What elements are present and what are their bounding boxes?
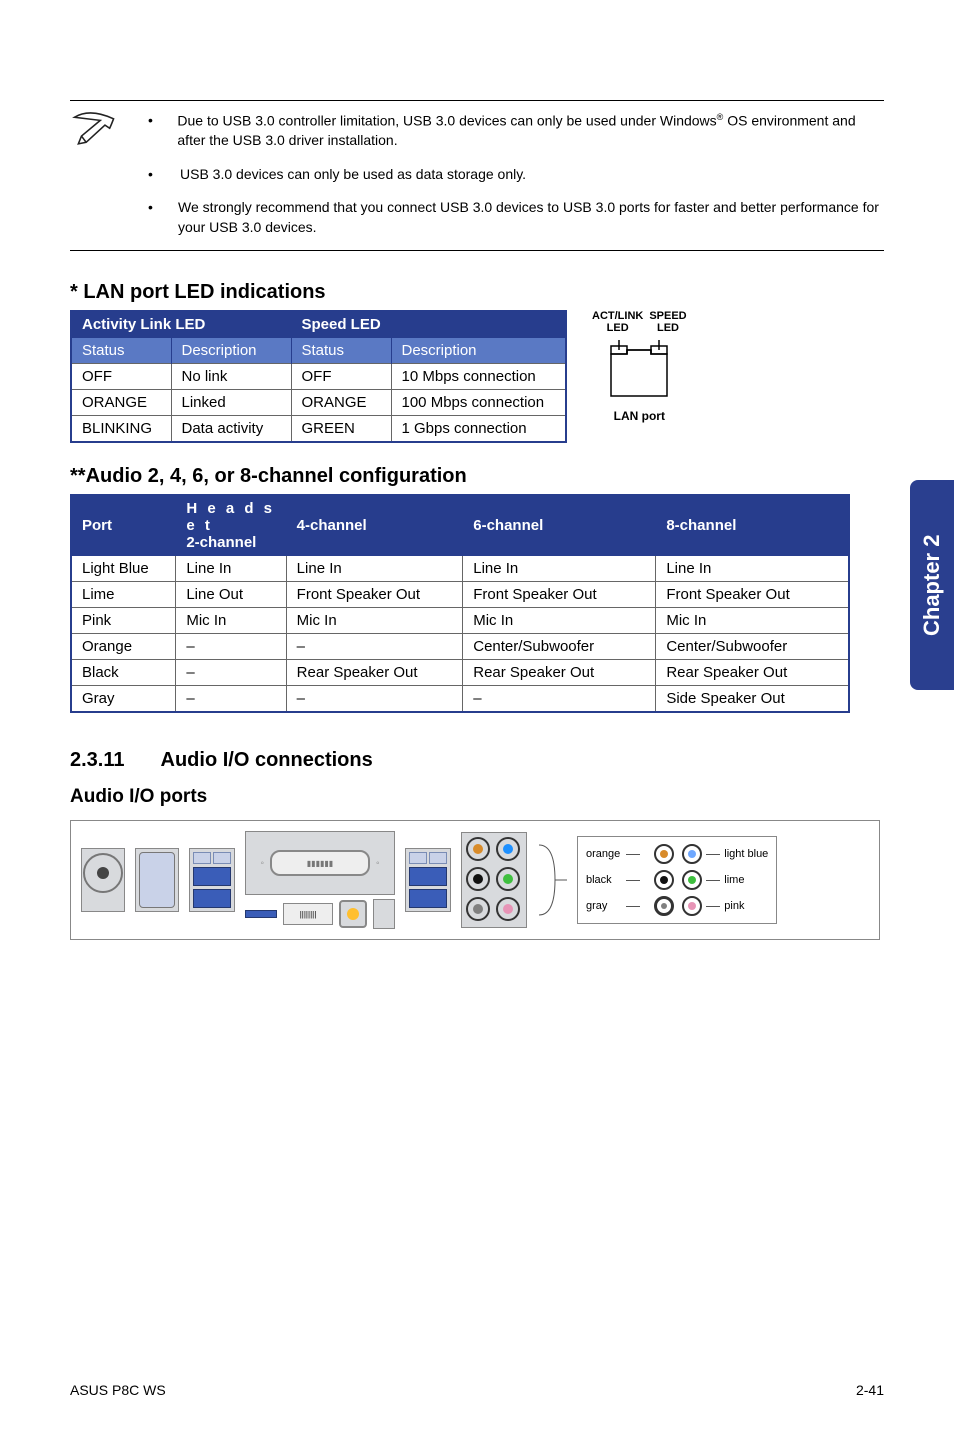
table-row: Orange––Center/SubwooferCenter/Subwoofer [71, 634, 849, 660]
lan-heading: * LAN port LED indications [70, 281, 884, 304]
io-panel-diagram: ◦▮▮▮▮▮▮◦ |||||||| orangelight blue black… [70, 820, 880, 940]
table-row: PinkMic InMic InMic InMic In [71, 608, 849, 634]
dvi-block-icon: ◦▮▮▮▮▮▮◦ |||||||| [245, 831, 395, 929]
col-6ch: 6-channel [463, 495, 656, 556]
col-4ch: 4-channel [286, 495, 463, 556]
col-desc: Description [391, 337, 566, 363]
audio-config-table: Port H e a d s e t2-channel 4-channel 6-… [70, 494, 850, 714]
port-block-icon [189, 848, 235, 912]
table-row: ORANGE Linked ORANGE 100 Mbps connection [71, 389, 566, 415]
note-list: •Due to USB 3.0 controller limitation, U… [148, 111, 884, 238]
col-status: Status [71, 337, 171, 363]
col-8ch: 8-channel [656, 495, 849, 556]
lan-port-diagram: ACT/LINKLED SPEEDLED LAN port [592, 310, 687, 423]
note-block: •Due to USB 3.0 controller limitation, U… [70, 100, 884, 251]
port-block-icon [405, 848, 451, 912]
callout-bracket-icon [537, 835, 567, 925]
note-text: Due to USB 3.0 controller limitation, US… [177, 111, 884, 151]
lan-head-speed: Speed LED [291, 311, 566, 338]
audio-legend: orangelight blue blacklime graypink [577, 836, 777, 924]
page-footer: ASUS P8C WS 2-41 [70, 1382, 884, 1398]
col-desc: Description [171, 337, 291, 363]
subsection-number: 2.3.11 [70, 749, 125, 772]
footer-left: ASUS P8C WS [70, 1382, 166, 1398]
table-row: OFF No link OFF 10 Mbps connection [71, 363, 566, 389]
note-text: We strongly recommend that you connect U… [178, 198, 884, 237]
table-row: Black–Rear Speaker OutRear Speaker OutRe… [71, 660, 849, 686]
col-2ch: H e a d s e t2-channel [176, 495, 286, 556]
col-port: Port [71, 495, 176, 556]
subsection-title: Audio I/O connections [161, 749, 373, 772]
note-text: USB 3.0 devices can only be used as data… [180, 165, 526, 185]
table-row: BLINKING Data activity GREEN 1 Gbps conn… [71, 415, 566, 442]
table-row: LimeLine OutFront Speaker OutFront Speak… [71, 582, 849, 608]
lan-head-activity: Activity Link LED [71, 311, 291, 338]
lan-led-table: Activity Link LED Speed LED Status Descr… [70, 310, 567, 443]
io-subhead: Audio I/O ports [70, 786, 884, 808]
table-row: Light BlueLine InLine InLine InLine In [71, 556, 849, 582]
col-status: Status [291, 337, 391, 363]
lan-port-icon [599, 336, 679, 404]
table-row: Gray–––Side Speaker Out [71, 686, 849, 713]
footer-right: 2-41 [856, 1382, 884, 1398]
port-block-icon [135, 848, 179, 912]
audio-heading: **Audio 2, 4, 6, or 8-channel configurat… [70, 465, 884, 488]
audio-jacks-icon [461, 832, 527, 928]
note-pencil-icon [70, 111, 118, 152]
ps2-block-icon [81, 848, 125, 912]
chapter-side-tab: Chapter 2 [910, 480, 954, 690]
